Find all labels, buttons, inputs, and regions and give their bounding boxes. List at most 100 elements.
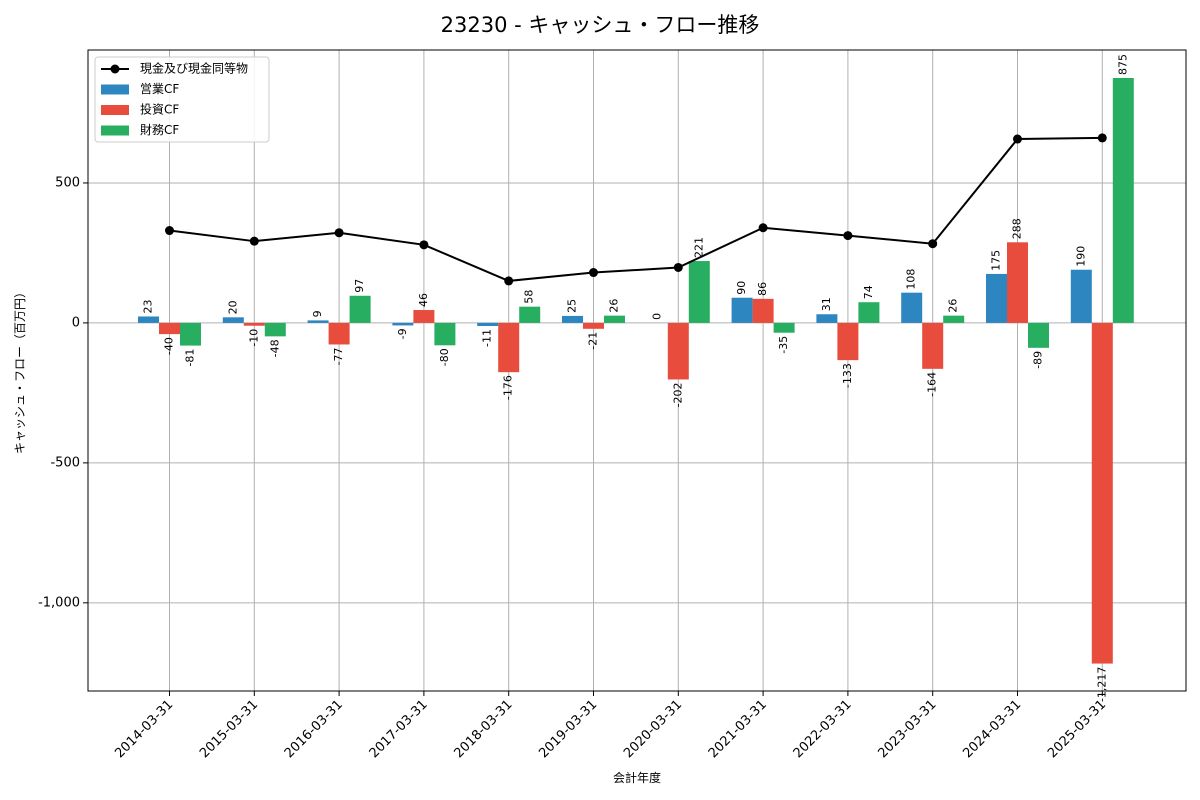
legend-bar-swatch (101, 105, 129, 115)
data-label: -35 (777, 336, 790, 354)
legend-label: 投資CF (140, 102, 179, 117)
bar (986, 273, 1007, 323)
data-labels: 23 20 9 -9 -11 25 0 90 31 108 175 190 -40 -10 -77 46 -17… (142, 54, 1130, 702)
x-tick-label: 2022-03-31 (791, 697, 855, 761)
bar (1007, 242, 1028, 323)
data-label: 58 (523, 290, 536, 304)
x-tick-label: 2017-03-31 (367, 697, 431, 761)
cash-point (758, 223, 768, 233)
y-tick-label: 0 (72, 315, 80, 330)
data-label: -176 (502, 375, 515, 400)
data-label: 9 (311, 310, 324, 317)
y-tick-label: -1,000 (38, 595, 80, 610)
bar (816, 314, 838, 323)
data-label: 46 (417, 293, 430, 307)
data-label: -81 (184, 349, 197, 367)
data-label: 23 (142, 299, 155, 313)
data-label: -80 (438, 348, 451, 366)
bar (222, 317, 244, 323)
bar (138, 316, 159, 323)
data-label: 108 (905, 269, 918, 290)
data-label: 190 (1074, 246, 1087, 267)
legend-label: 財務CF (140, 122, 179, 137)
data-label: -11 (481, 329, 494, 347)
data-label: 221 (692, 237, 705, 258)
legend-bar-swatch (101, 125, 129, 136)
legend-label: 現金及び現金同等物 (140, 61, 248, 76)
cash-point (334, 228, 344, 238)
data-label: -1,217 (1095, 667, 1108, 702)
y-axis-ticks: 500 0 -500 -1,000 (38, 175, 88, 610)
x-tick-label: 2020-03-31 (621, 697, 685, 761)
data-label: 875 (1116, 54, 1129, 75)
x-tick-label: 2025-03-31 (1045, 697, 1109, 761)
legend-label: 営業CF (140, 82, 179, 96)
data-label: 288 (1011, 218, 1024, 239)
bar (1028, 322, 1049, 348)
data-label: 20 (226, 300, 239, 314)
data-label: -9 (396, 328, 409, 339)
x-axis-ticks: 2014-03-31 2015-03-31 2016-03-31 2017-03-31… (112, 691, 1109, 761)
bar (180, 322, 201, 346)
data-label: -164 (926, 372, 939, 397)
bar (688, 261, 710, 323)
data-label: 0 (650, 313, 663, 320)
data-label: 86 (756, 282, 769, 296)
cash-point (1013, 134, 1022, 144)
data-label: -10 (247, 329, 260, 347)
plot-frame (87, 49, 1187, 692)
legend-marker (110, 64, 120, 74)
bar (731, 297, 753, 323)
cash-point (504, 276, 514, 286)
data-label: 97 (353, 279, 366, 293)
y-axis-label: キャッシュ・フロー（百万円） (13, 286, 27, 454)
data-label: -40 (163, 337, 176, 355)
data-label: -77 (332, 347, 345, 365)
bar (477, 322, 499, 326)
legend-bar-swatch (101, 84, 129, 95)
x-tick-label: 2021-03-31 (706, 697, 770, 761)
y-tick-label: -500 (50, 455, 80, 470)
cash-line-series (165, 133, 1107, 286)
x-tick-label: 2016-03-31 (282, 697, 346, 761)
cash-point (928, 239, 938, 249)
bar (1091, 322, 1113, 664)
bar (243, 322, 265, 326)
x-tick-label: 2018-03-31 (451, 697, 515, 761)
bar (349, 295, 371, 323)
x-tick-label: 2014-03-31 (112, 697, 176, 761)
x-tick-label: 2015-03-31 (197, 697, 261, 761)
bar (519, 306, 541, 323)
data-label: -89 (1032, 351, 1045, 369)
bar (752, 298, 774, 323)
bar (604, 315, 625, 323)
data-label: 175 (990, 250, 1003, 271)
cash-point (589, 268, 598, 278)
data-label: -21 (587, 332, 600, 350)
cash-point (673, 262, 683, 272)
bar (413, 310, 435, 323)
x-axis-label: 会計年度 (613, 770, 661, 785)
cash-point (419, 240, 429, 250)
bar (583, 322, 604, 329)
x-tick-label: 2024-03-31 (960, 697, 1024, 761)
cash-line (169, 136, 1103, 282)
bar (328, 322, 350, 345)
x-tick-label: 2019-03-31 (536, 697, 600, 761)
bar (307, 320, 329, 323)
bar (922, 322, 944, 369)
cash-point (843, 231, 853, 241)
bar (1070, 269, 1092, 323)
cash-point (165, 226, 174, 236)
bar (264, 322, 286, 337)
bar (837, 322, 859, 361)
legend-box (94, 56, 270, 143)
chart-title: 23230 - キャッシュ・フロー推移 (441, 13, 760, 37)
bar (434, 322, 456, 346)
bar (562, 315, 583, 323)
bar (858, 302, 880, 323)
data-label: 31 (820, 297, 833, 311)
data-label: 26 (947, 299, 960, 313)
data-label: -48 (268, 339, 281, 357)
